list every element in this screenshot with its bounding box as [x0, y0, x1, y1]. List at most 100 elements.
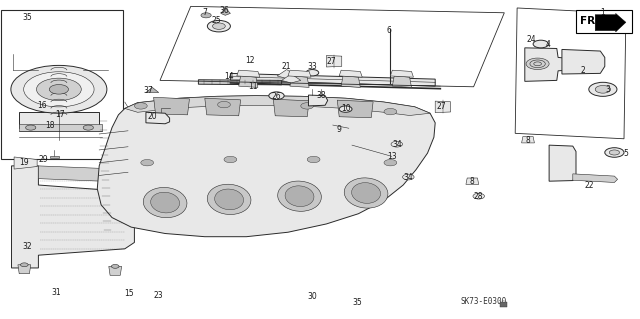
Polygon shape [125, 96, 430, 115]
Text: 2: 2 [580, 66, 585, 75]
Circle shape [134, 103, 147, 109]
Ellipse shape [285, 186, 314, 206]
Text: 16: 16 [36, 101, 47, 110]
Polygon shape [19, 124, 102, 131]
Text: 7: 7 [202, 8, 207, 17]
Circle shape [83, 125, 93, 130]
Circle shape [36, 78, 81, 100]
Polygon shape [19, 112, 99, 128]
Polygon shape [466, 178, 479, 184]
Polygon shape [146, 112, 170, 124]
Polygon shape [237, 70, 260, 77]
Polygon shape [390, 70, 413, 77]
Text: 34: 34 [403, 173, 413, 182]
Circle shape [306, 70, 319, 76]
Ellipse shape [214, 189, 244, 210]
Text: 15: 15 [124, 289, 134, 298]
Circle shape [11, 65, 107, 113]
Text: 13: 13 [387, 152, 397, 161]
Text: 8: 8 [525, 136, 531, 145]
Polygon shape [562, 49, 605, 74]
Polygon shape [38, 166, 134, 182]
Text: 36: 36 [219, 6, 229, 15]
Text: 26: 26 [271, 92, 282, 101]
Polygon shape [14, 157, 37, 169]
Polygon shape [273, 99, 309, 117]
Text: 11: 11 [248, 82, 257, 91]
Text: 21: 21 [282, 63, 291, 71]
Circle shape [301, 103, 314, 109]
Text: 9: 9 [337, 125, 342, 134]
Polygon shape [326, 56, 342, 67]
Circle shape [384, 108, 397, 115]
Text: 20: 20 [147, 112, 157, 121]
Text: 27: 27 [326, 57, 337, 66]
Text: 25: 25 [211, 16, 221, 25]
Text: 17: 17 [54, 110, 65, 119]
Circle shape [307, 156, 320, 163]
Polygon shape [308, 95, 328, 106]
Text: 3: 3 [605, 85, 611, 94]
Text: 32: 32 [22, 242, 32, 251]
Polygon shape [525, 48, 579, 81]
Text: 27: 27 [436, 102, 447, 111]
Text: 14: 14 [224, 72, 234, 81]
Polygon shape [290, 76, 309, 87]
Circle shape [609, 150, 620, 155]
Polygon shape [595, 13, 626, 32]
Circle shape [534, 62, 541, 66]
Circle shape [391, 141, 403, 147]
Text: 37: 37 [143, 86, 154, 95]
Text: 10: 10 [340, 104, 351, 113]
Circle shape [141, 160, 154, 166]
Circle shape [269, 92, 284, 100]
Ellipse shape [344, 178, 388, 208]
Text: 22: 22 [584, 181, 593, 189]
Polygon shape [154, 97, 189, 115]
Text: 33: 33 [307, 63, 317, 71]
Text: 6: 6 [387, 26, 392, 35]
Circle shape [224, 156, 237, 163]
Circle shape [26, 125, 36, 130]
Text: SK73-E0300: SK73-E0300 [461, 297, 507, 306]
Text: 31: 31 [51, 288, 61, 297]
Polygon shape [277, 70, 296, 78]
Circle shape [526, 58, 549, 70]
Polygon shape [230, 73, 435, 86]
Text: 35: 35 [22, 13, 32, 22]
Polygon shape [50, 156, 59, 158]
Circle shape [111, 264, 119, 268]
Polygon shape [392, 76, 412, 87]
Ellipse shape [278, 181, 321, 211]
Circle shape [218, 101, 230, 108]
Text: 12: 12 [245, 56, 254, 65]
Polygon shape [109, 266, 122, 275]
Text: FR.: FR. [580, 16, 599, 26]
Circle shape [207, 20, 230, 32]
Polygon shape [221, 8, 230, 15]
Polygon shape [239, 76, 258, 87]
Text: 38: 38 [316, 91, 326, 100]
Text: 1: 1 [600, 8, 605, 17]
Circle shape [24, 72, 94, 107]
Circle shape [589, 82, 617, 96]
Polygon shape [198, 80, 282, 85]
Polygon shape [288, 70, 311, 77]
Circle shape [49, 85, 68, 94]
Text: 28: 28 [474, 192, 483, 201]
Circle shape [605, 148, 624, 157]
Ellipse shape [150, 192, 180, 213]
Text: 23: 23 [154, 291, 164, 300]
Polygon shape [573, 174, 618, 182]
Polygon shape [435, 101, 451, 113]
Circle shape [595, 85, 611, 93]
Text: 30: 30 [307, 292, 317, 300]
Text: 4: 4 [546, 40, 551, 49]
Polygon shape [522, 137, 534, 143]
Ellipse shape [207, 184, 251, 214]
Text: 8: 8 [470, 177, 475, 186]
Polygon shape [18, 265, 31, 274]
Circle shape [201, 13, 211, 18]
Text: 29: 29 [38, 155, 49, 164]
Polygon shape [337, 100, 373, 118]
